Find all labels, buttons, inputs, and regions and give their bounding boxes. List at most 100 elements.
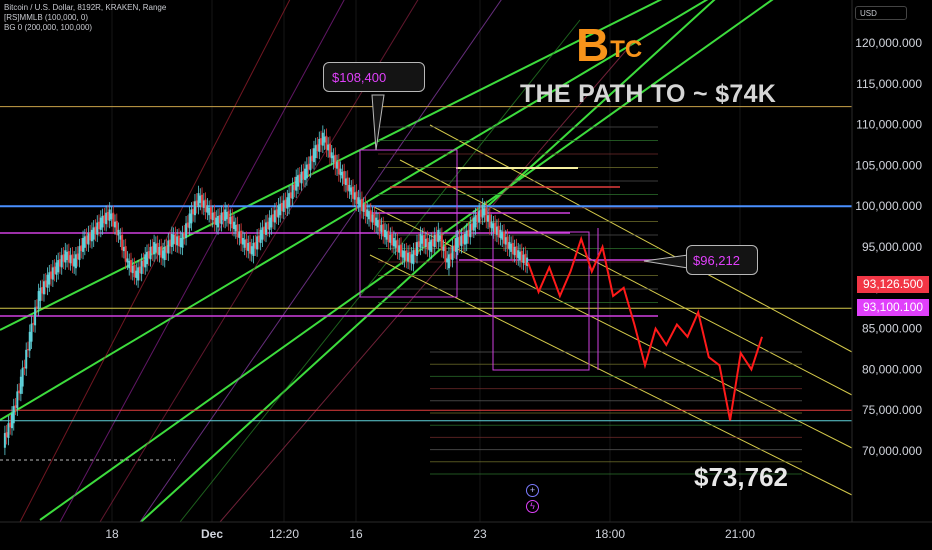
legend-indicator-bg[interactable]: BG 0 (200,000, 100,000): [4, 23, 93, 32]
candle-body: [282, 200, 285, 212]
candle-body: [487, 215, 490, 222]
logo-tc: TC: [610, 36, 643, 63]
price-tick-label: 115,000.000: [856, 77, 922, 91]
candle-body: [128, 260, 131, 269]
candle-body: [334, 154, 337, 168]
candle-body: [355, 191, 358, 204]
candle-body: [332, 155, 335, 163]
candle-body: [55, 262, 58, 275]
candle-body: [396, 239, 399, 252]
candle-body: [241, 238, 244, 245]
candle-body: [430, 239, 433, 252]
price-axis: 70,000.000 75,000.000 80,000.000 85,000.000…: [851, 0, 932, 550]
candle-body: [169, 239, 172, 247]
candle-body: [499, 229, 502, 239]
candle-body: [193, 201, 196, 216]
candle-body: [330, 152, 333, 159]
candle-body: [288, 193, 291, 208]
candle-body: [485, 207, 488, 221]
candle-body: [62, 254, 65, 262]
candle-body: [494, 222, 497, 234]
candle-body: [161, 250, 164, 259]
candle-body: [414, 249, 417, 256]
legend-indicator-mmlb[interactable]: [RS]MMLB (100,000, 0): [4, 13, 89, 22]
candle-body: [433, 234, 436, 247]
candle-body: [21, 367, 24, 387]
candle-body: [151, 246, 154, 254]
candle-body: [147, 251, 150, 259]
candle-body: [316, 144, 319, 152]
candle-body: [490, 221, 493, 229]
candle-body: [66, 251, 69, 261]
candle-body: [74, 254, 77, 269]
candle-body: [469, 224, 472, 238]
candle-body: [389, 234, 392, 243]
candle-body: [18, 390, 21, 394]
horizontal-levels: [0, 106, 852, 475]
candle-body: [277, 205, 280, 218]
plus-circle-icon[interactable]: +: [526, 484, 539, 497]
candle-body: [357, 197, 360, 205]
candle-body: [240, 230, 243, 244]
candle-body: [122, 247, 125, 252]
candle-body: [69, 255, 72, 264]
candle-body: [426, 238, 429, 250]
candle-body: [202, 200, 205, 208]
candle-body: [261, 227, 264, 240]
candle-body: [415, 242, 418, 256]
candle-body: [76, 253, 79, 260]
candle-body: [142, 260, 145, 267]
candle-body: [257, 235, 260, 243]
candle-body: [368, 211, 371, 220]
candle-body: [114, 221, 117, 228]
candle-body: [295, 176, 298, 191]
candle-body: [208, 207, 211, 216]
forecast-line: [527, 235, 763, 421]
candle-body: [387, 230, 390, 243]
candle-body: [520, 250, 523, 263]
candle-body: [98, 221, 101, 230]
candle-body: [190, 209, 193, 224]
candle-body: [101, 215, 104, 228]
fan-line: [59, 0, 345, 523]
legend-symbol[interactable]: Bitcoin / U.S. Dollar, 8192R, KRAKEN, Ra…: [4, 3, 167, 12]
candle-body: [369, 210, 372, 222]
candle-body: [126, 258, 129, 263]
candle-body: [471, 223, 474, 230]
callout-mid: $96,212: [686, 245, 758, 275]
candle-body: [431, 238, 434, 247]
candle-body: [60, 255, 63, 268]
candle-body: [455, 238, 458, 252]
candle-body: [266, 221, 269, 230]
candle-body: [90, 229, 93, 242]
candle-body: [325, 135, 328, 150]
candle-body: [412, 250, 415, 265]
candle-body: [130, 260, 133, 273]
candle-body: [341, 171, 344, 179]
candle-body: [133, 264, 136, 278]
candle-body: [270, 215, 273, 228]
candle-body: [321, 132, 324, 146]
candle-body: [467, 229, 470, 237]
candle-body: [153, 242, 156, 255]
candle-body: [35, 306, 38, 309]
candle-body: [117, 229, 120, 236]
candle-body: [465, 230, 468, 244]
candle-body: [96, 222, 99, 235]
candle-body: [492, 223, 495, 232]
candle-body: [181, 233, 184, 248]
candle-body: [9, 422, 12, 428]
candle-body: [304, 168, 307, 181]
price-tick-label: 105,000.000: [855, 158, 922, 172]
callout-mid-text: $96,212: [693, 253, 740, 268]
currency-button[interactable]: USD: [855, 6, 907, 20]
candle-body: [231, 215, 234, 229]
candlestick-series: [3, 125, 529, 456]
bitcoin-b-icon: B: [576, 19, 610, 71]
candle-body: [42, 281, 45, 295]
candle-body: [185, 223, 188, 239]
lightning-icon[interactable]: ϟ: [526, 500, 539, 513]
candle-body: [249, 242, 252, 254]
candle-body: [373, 213, 376, 225]
